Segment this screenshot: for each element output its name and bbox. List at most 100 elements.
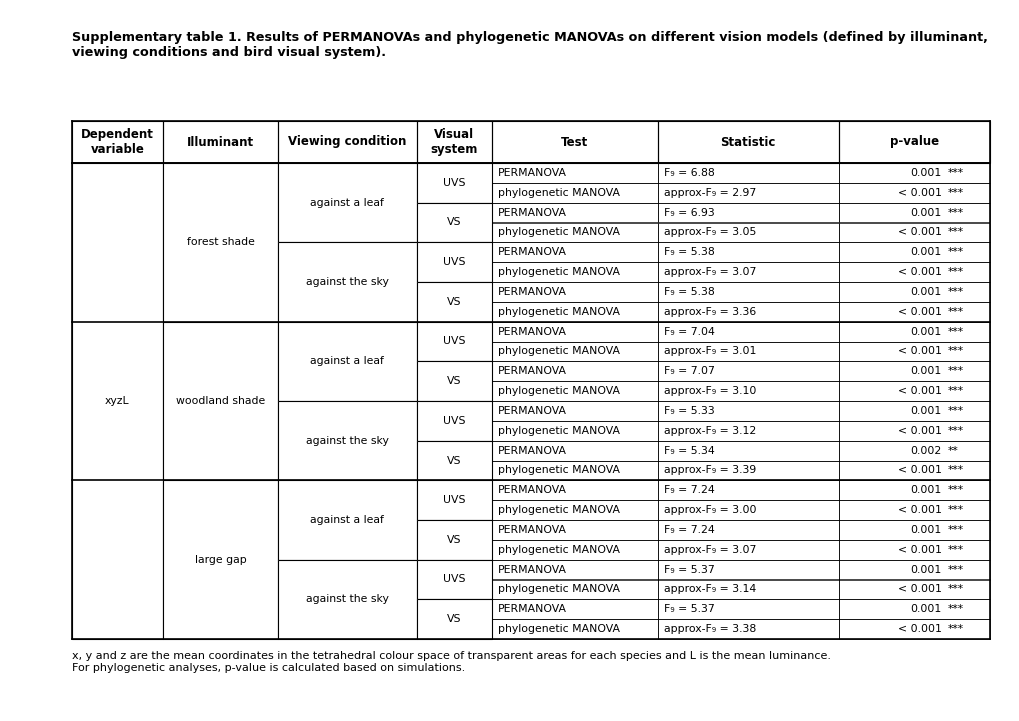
Text: xyzL: xyzL (105, 396, 129, 406)
Text: approx-F₉ = 3.12: approx-F₉ = 3.12 (663, 425, 755, 435)
Bar (491, 480, 657, 500)
Bar (838, 480, 989, 500)
Bar (417, 242, 491, 282)
Bar (417, 441, 491, 480)
Text: UVS: UVS (442, 575, 465, 585)
Bar (278, 242, 417, 322)
Bar (278, 401, 417, 480)
Text: Statistic: Statistic (719, 136, 775, 149)
Bar (657, 322, 838, 342)
Bar (491, 520, 657, 540)
Text: phylogenetic MANOVA: phylogenetic MANOVA (497, 227, 620, 237)
Bar (163, 121, 278, 163)
Bar (163, 361, 278, 381)
Bar (72, 599, 163, 619)
Bar (491, 322, 657, 342)
Bar (838, 223, 989, 242)
Bar (278, 619, 417, 639)
Text: F₉ = 5.38: F₉ = 5.38 (663, 287, 714, 297)
Bar (491, 203, 657, 223)
Bar (163, 619, 278, 639)
Bar (72, 121, 163, 163)
Bar (838, 262, 989, 282)
Bar (417, 599, 491, 639)
Text: F₉ = 5.38: F₉ = 5.38 (663, 247, 714, 257)
Text: forest shade: forest shade (186, 237, 254, 247)
Bar (278, 540, 417, 559)
Bar (491, 163, 657, 183)
Bar (657, 262, 838, 282)
Text: F₉ = 7.04: F₉ = 7.04 (663, 327, 714, 337)
Text: < 0.001: < 0.001 (897, 227, 941, 237)
Bar (417, 361, 491, 401)
Bar (657, 121, 838, 163)
Bar (278, 381, 417, 401)
Bar (417, 203, 491, 242)
Bar (163, 302, 278, 322)
Bar (657, 559, 838, 580)
Bar (491, 619, 657, 639)
Text: ***: *** (947, 366, 963, 376)
Bar (838, 540, 989, 559)
Text: < 0.001: < 0.001 (897, 585, 941, 594)
Bar (72, 163, 163, 639)
Bar (657, 619, 838, 639)
Bar (417, 203, 491, 223)
Bar (838, 599, 989, 619)
Text: ***: *** (947, 386, 963, 396)
Bar (417, 322, 491, 342)
Bar (278, 203, 417, 223)
Text: VS: VS (446, 456, 462, 466)
Bar (278, 361, 417, 381)
Text: against the sky: against the sky (306, 435, 388, 446)
Bar (491, 580, 657, 599)
Text: phylogenetic MANOVA: phylogenetic MANOVA (497, 346, 620, 356)
Bar (278, 461, 417, 480)
Text: approx-F₉ = 3.01: approx-F₉ = 3.01 (663, 346, 756, 356)
Text: ***: *** (947, 485, 963, 495)
Bar (417, 163, 491, 183)
Bar (838, 381, 989, 401)
Text: ***: *** (947, 168, 963, 178)
Text: PERMANOVA: PERMANOVA (497, 247, 567, 257)
Text: ***: *** (947, 624, 963, 634)
Bar (657, 302, 838, 322)
Text: < 0.001: < 0.001 (897, 386, 941, 396)
Text: 0.001: 0.001 (909, 485, 941, 495)
Text: UVS: UVS (442, 257, 465, 267)
Bar (72, 223, 163, 242)
Bar (163, 203, 278, 223)
Text: approx-F₉ = 3.07: approx-F₉ = 3.07 (663, 267, 756, 277)
Bar (278, 183, 417, 203)
Bar (491, 441, 657, 461)
Text: F₉ = 6.93: F₉ = 6.93 (663, 208, 714, 218)
Bar (491, 242, 657, 262)
Bar (657, 401, 838, 421)
Text: ***: *** (947, 327, 963, 337)
Text: ***: *** (947, 525, 963, 535)
Bar (417, 401, 491, 441)
Text: approx-F₉ = 3.39: approx-F₉ = 3.39 (663, 466, 755, 475)
Text: PERMANOVA: PERMANOVA (497, 565, 567, 575)
Bar (72, 163, 163, 639)
Bar (417, 480, 491, 520)
Bar (72, 342, 163, 361)
Text: PERMANOVA: PERMANOVA (497, 406, 567, 416)
Text: approx-F₉ = 3.14: approx-F₉ = 3.14 (663, 585, 755, 594)
Bar (657, 342, 838, 361)
Bar (163, 163, 278, 183)
Bar (417, 322, 491, 361)
Bar (72, 381, 163, 401)
Text: < 0.001: < 0.001 (897, 505, 941, 515)
Bar (838, 361, 989, 381)
Bar (72, 361, 163, 381)
Text: phylogenetic MANOVA: phylogenetic MANOVA (497, 267, 620, 277)
Text: UVS: UVS (442, 337, 465, 347)
Text: 0.001: 0.001 (909, 287, 941, 297)
Bar (838, 203, 989, 223)
Bar (163, 322, 278, 480)
Bar (72, 282, 163, 302)
Text: PERMANOVA: PERMANOVA (497, 446, 567, 456)
Bar (72, 421, 163, 441)
Bar (417, 520, 491, 559)
